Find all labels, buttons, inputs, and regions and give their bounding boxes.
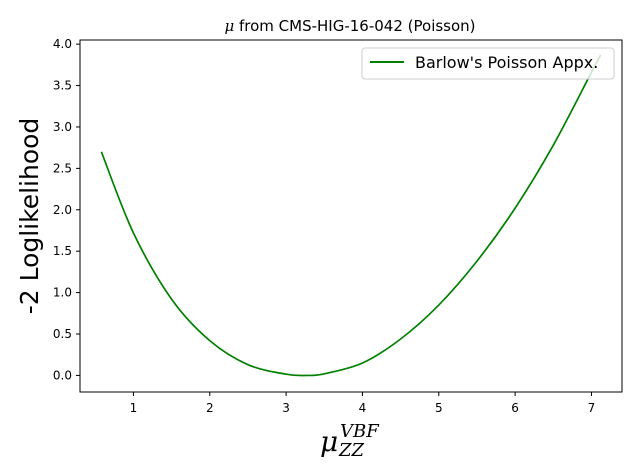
y-tick-label: 0.5 (53, 327, 72, 341)
chart-title-text: from CMS-HIG-16-042 (Poisson) (234, 17, 475, 35)
legend: Barlow's Poisson Appx. (361, 47, 615, 80)
y-tick-label: 0.0 (53, 368, 72, 382)
x-axis: 1 2 3 4 5 6 7 (130, 392, 596, 415)
y-axis: 0.0 0.5 1.0 1.5 2.0 2.5 3.0 3.5 4.0 (53, 37, 80, 382)
x-tick-label: 2 (206, 401, 214, 415)
series-line (100, 54, 602, 377)
y-tick-label: 4.0 (53, 37, 72, 51)
legend-box (361, 47, 615, 80)
legend-label: Barlow's Poisson Appx. (415, 53, 598, 72)
x-tick-label: 4 (359, 401, 367, 415)
x-axis-label-base: μ (320, 425, 338, 458)
y-tick-label: 2.0 (53, 203, 72, 217)
y-tick-label: 3.5 (53, 79, 72, 93)
x-tick-label: 7 (588, 401, 596, 415)
x-tick-label: 1 (130, 401, 138, 415)
y-tick-label: 1.0 (53, 286, 72, 300)
chart-title-symbol: μ (224, 17, 234, 35)
y-tick-label: 2.5 (53, 161, 72, 175)
plot-frame (79, 39, 623, 393)
x-axis-label-superscript: VBF (340, 421, 380, 442)
y-tick-label: 3.0 (53, 120, 72, 134)
chart-title: μ from CMS-HIG-16-042 (Poisson) (224, 17, 475, 35)
y-axis-label: -2 Loglikelihood (15, 118, 44, 315)
x-axis-label: μ VBF ZZ (320, 421, 380, 461)
x-axis-label-subscript: ZZ (338, 440, 365, 461)
y-tick-label: 1.5 (53, 244, 72, 258)
x-tick-label: 5 (435, 401, 443, 415)
x-tick-label: 6 (511, 401, 519, 415)
x-tick-label: 3 (282, 401, 290, 415)
plot-layer (100, 54, 602, 377)
